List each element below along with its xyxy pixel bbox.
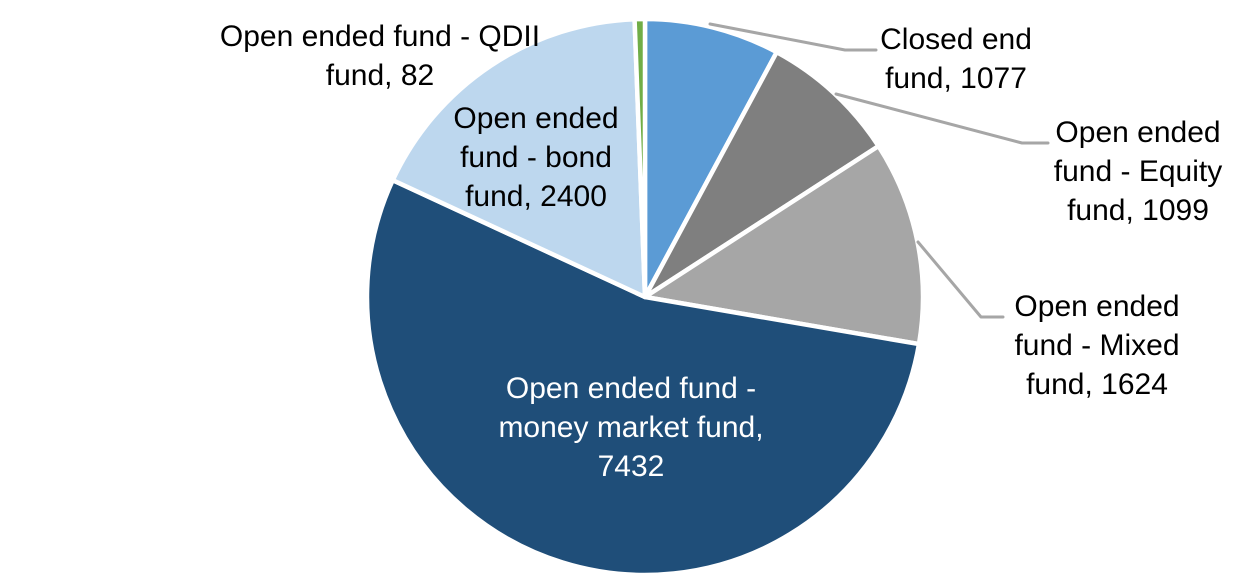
leader-line-mixed-fund [916, 240, 1005, 319]
pie-slice-equity-fund [642, 49, 881, 300]
pie-slices [364, 16, 926, 578]
pie-slice-money-market-fund [364, 177, 922, 578]
leader-lines [708, 22, 1050, 319]
pie-slice-closed-end-fund [642, 16, 779, 300]
leader-line-equity-fund [834, 92, 1050, 145]
pie-slice-bond-fund [390, 16, 648, 300]
leader-line-closed-end-fund [708, 22, 878, 52]
pie-slice-qdii-fund [632, 16, 648, 300]
